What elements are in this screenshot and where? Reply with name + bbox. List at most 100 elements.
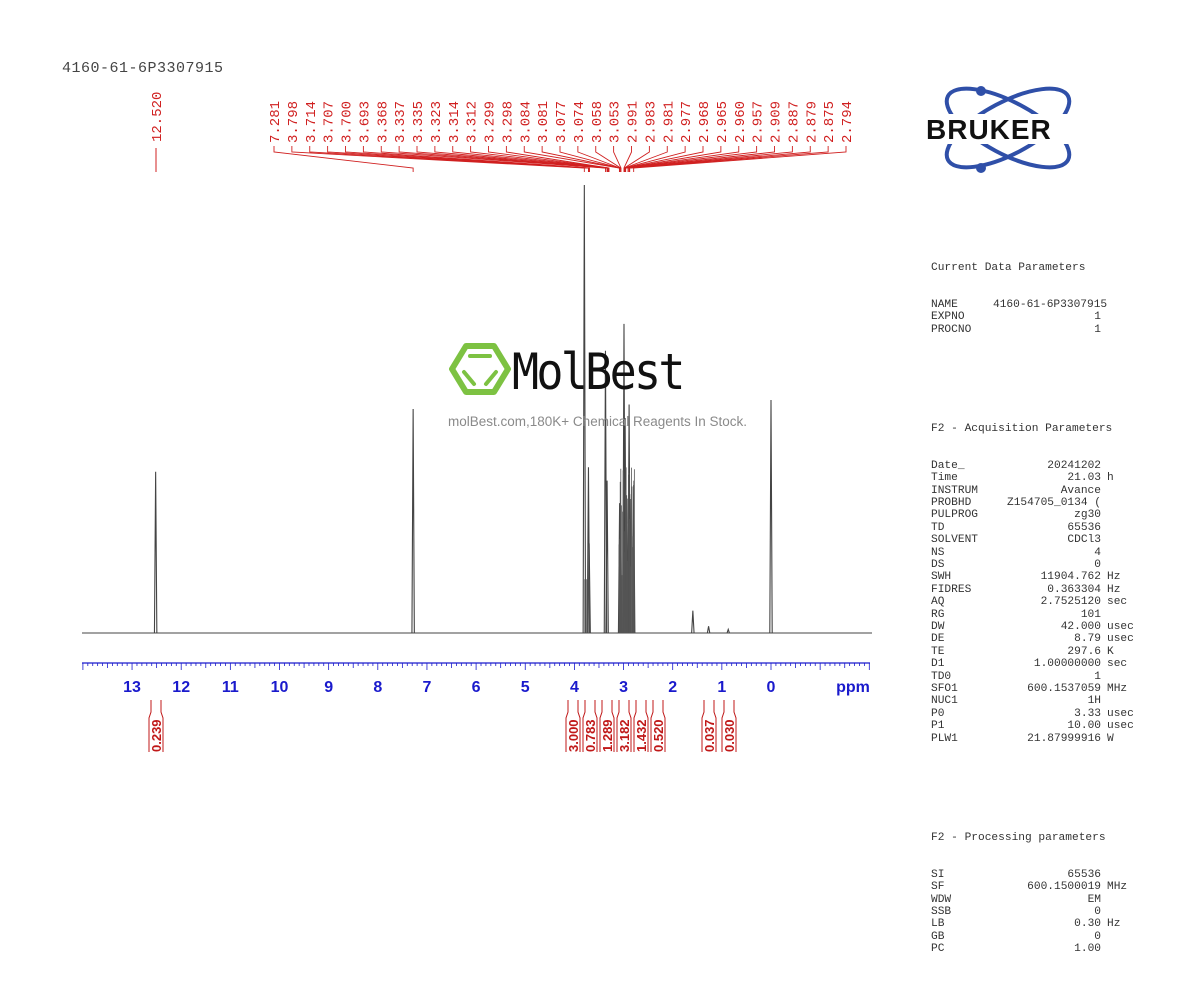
peak-label: 3.081 [536,101,552,143]
param-unit: sec [1107,658,1128,671]
param-unit [1101,460,1107,472]
param-value: 1H [1087,695,1101,708]
param-key: TE [931,645,945,658]
x-tick-label: 13 [123,679,141,696]
peak-label: 3.335 [411,101,427,143]
peak-label: 2.968 [697,101,713,143]
param-value: 10.00 [1067,720,1101,733]
peak-label: 3.053 [608,101,624,143]
param-value: 297.6 [1067,645,1101,658]
peak-label: 3.700 [340,101,356,143]
param-unit [1101,609,1107,621]
param-unit: W [1107,732,1114,745]
section-title: F2 - Acquisition Parameters [931,422,1113,435]
param-row-dw: DW 42.000 usec [931,621,1141,633]
param-value: 4160-61-6P3307915 [993,298,1108,311]
x-axis: 13 12 11 10 9 8 7 6 5 4 3 2 1 0 ppm [82,662,870,696]
param-unit: Hz [1107,571,1121,584]
integrals: 0.239 3.000 0.783 1.289 3.182 1.432 0.520 0.037… [148,700,737,752]
param-key: PLW1 [931,732,958,745]
peak-label: 2.875 [822,101,838,143]
param-row-wdw: WDW EM [931,894,1141,906]
param-value: CDCl3 [1067,534,1101,547]
param-row-instrum: INSTRUM Avance [931,485,1141,497]
integral-value: 3.000 [566,719,581,752]
peak-label: 3.058 [590,101,606,143]
param-row-solvent: SOLVENT CDCl3 [931,534,1141,546]
param-value: 0.30 [1074,918,1101,931]
param-unit: h [1107,472,1114,485]
integral-value: 1.432 [634,719,649,752]
x-tick-label: 7 [422,679,431,696]
x-tick-label: 4 [570,679,579,696]
param-row-td0: TD0 1 [931,671,1141,683]
param-value: 0 [1094,905,1101,918]
integral-value: 1.289 [600,719,615,752]
watermark-brand: MolBest [512,343,685,401]
acquisition-parameters: F2 - Acquisition Parameters Date_ 2024120… [931,398,1141,770]
watermark-tagline: molBest.com,180K+ Chemical Reagents In S… [448,414,748,429]
param-value: 600.1537059 [1027,683,1101,696]
peak [769,400,773,634]
param-value: 0 [1094,558,1101,571]
peak-label: 2.991 [626,101,642,143]
param-row-aq: AQ 2.7525120 sec [931,596,1141,608]
param-value: 1.00 [1074,943,1101,956]
param-key: SI [931,868,945,881]
param-row-fidres: FIDRES 0.363304 Hz [931,584,1141,596]
param-value: 65536 [1067,868,1101,881]
peak-label: 2.965 [715,101,731,143]
param-value: 11904.762 [1040,571,1101,584]
param-value: 2.7525120 [1040,596,1101,609]
param-value: 101 [1080,608,1101,621]
param-row-p1: P1 10.00 usec [931,720,1141,732]
param-unit: usec [1107,621,1134,633]
peak-label: 3.323 [429,101,445,143]
param-key: DS [931,558,945,571]
param-unit: sec [1107,596,1128,609]
param-key: P0 [931,707,945,720]
param-row-time: Time 21.03 h [931,472,1141,484]
param-row-td: TD 65536 [931,522,1141,534]
param-value: 42.000 [1060,621,1101,633]
param-unit: MHz [1107,881,1128,894]
peak-label: 3.077 [554,101,570,143]
current-data-parameters: Current Data Parameters NAME 4160-61-6P33… [931,237,1141,361]
param-key: TD0 [931,670,952,683]
param-key: GB [931,930,945,943]
peak-label: 2.909 [769,101,785,143]
param-value: 600.1500019 [1027,881,1101,894]
peak-label: 3.337 [393,101,409,143]
peak-label: 2.879 [804,101,820,143]
param-unit [1101,671,1107,683]
param-row-sf: SF 600.1500019 MHz [931,881,1141,893]
peak-label: 3.693 [357,101,373,143]
param-value: 1 [1094,670,1101,683]
param-value: zg30 [1074,509,1101,522]
peak [726,627,730,634]
param-row-gb: GB 0 [931,931,1141,943]
param-unit [1101,299,1107,311]
param-key: Date_ [931,459,965,472]
param-value: 1 [1094,311,1101,324]
param-row-lb: LB 0.30 Hz [931,918,1141,930]
param-unit: Hz [1107,583,1121,596]
param-unit [1101,943,1107,955]
param-key: PULPROG [931,509,978,522]
param-row-expno: EXPNO 1 [931,311,1141,323]
param-value: EM [1087,893,1101,906]
spectrum-trace [82,184,872,634]
section-title: Current Data Parameters [931,261,1086,274]
peak-label: 3.084 [518,101,534,143]
param-value: 21.03 [1067,472,1101,485]
peak [706,626,711,634]
param-key: PC [931,943,945,956]
param-key: SSB [931,905,952,918]
peak-label: 3.707 [322,101,338,143]
param-key: P1 [931,720,945,733]
param-row-pulprog: PULPROG zg30 [931,509,1141,521]
param-row-ns: NS 4 [931,547,1141,559]
param-unit: K [1107,645,1114,658]
param-value: Avance [1060,484,1101,497]
param-value: 1 [1094,323,1101,336]
